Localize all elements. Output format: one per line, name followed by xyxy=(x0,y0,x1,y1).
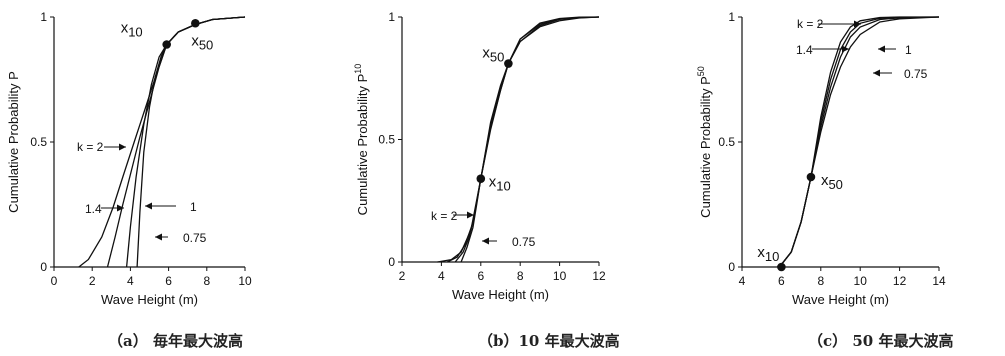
x-tick-label: 10 xyxy=(238,274,252,288)
y-axis-label: Cumulative Probability P50 xyxy=(696,66,713,218)
chart-panel-3: 4 6 8 10 12 14 0 0.5 1 Wave Height (m) Cumulative … xyxy=(696,10,946,307)
data-point-x10 xyxy=(476,174,486,183)
x-tick-label: 8 xyxy=(517,269,524,283)
arrow-head xyxy=(873,69,880,77)
y-tick-label: 0 xyxy=(728,260,735,274)
point-label: x50 xyxy=(191,32,213,52)
series-line xyxy=(460,16,600,263)
x-axis-label: Wave Height (m) xyxy=(792,292,889,307)
arrow-head xyxy=(145,202,152,210)
caption-a: （a） 毎年最大波高 xyxy=(108,332,243,350)
x-tick-label: 0 xyxy=(51,274,58,288)
data-point-x50 xyxy=(191,18,200,28)
y-tick-label: 0.5 xyxy=(718,135,735,149)
arrow-head xyxy=(117,204,124,212)
y-tick-label: 1 xyxy=(40,10,47,24)
annotation-label: k = 2 xyxy=(797,17,824,31)
annotation-label: 1.4 xyxy=(85,202,102,216)
series-line xyxy=(777,16,940,268)
arrow-head xyxy=(119,143,126,151)
x-tick-label: 2 xyxy=(399,269,406,283)
x-tick-label: 4 xyxy=(438,269,445,283)
y-tick-label: 1 xyxy=(388,10,395,24)
x-tick-label: 4 xyxy=(127,274,134,288)
arrow-head xyxy=(482,237,489,245)
series-line xyxy=(106,16,246,268)
x-tick-label: 8 xyxy=(817,274,824,288)
x-tick-label: 6 xyxy=(165,274,172,288)
y-axis-label: Cumulative Probability P10 xyxy=(353,64,370,216)
series-line xyxy=(136,16,246,268)
x-tick-label: 10 xyxy=(553,269,567,283)
x-axis-label: Wave Height (m) xyxy=(452,287,549,302)
x-tick-label: 10 xyxy=(854,274,868,288)
caption-c: （c） 50 年最大波高 xyxy=(808,332,954,350)
annotation-label: k = 2 xyxy=(431,209,458,223)
y-tick-label: 0 xyxy=(40,260,47,274)
x-tick-label: 6 xyxy=(778,274,785,288)
data-point-x50 xyxy=(504,59,513,68)
annotation-label: 1 xyxy=(905,43,912,57)
x-axis-label: Wave Height (m) xyxy=(101,292,198,307)
point-label: x50 xyxy=(821,172,843,192)
point-label: x10 xyxy=(489,174,511,194)
x-tick-label: 2 xyxy=(89,274,96,288)
chart-panel-2: 2 4 6 8 10 12 0 0.5 1 Wave Height (m) Cumulative P… xyxy=(353,10,606,302)
annotation-label: 0.75 xyxy=(512,235,536,249)
data-point-x10 xyxy=(777,262,786,272)
y-tick-label: 1 xyxy=(728,10,735,24)
arrow-head xyxy=(878,45,885,53)
chart-panel-1: 0 2 4 6 8 10 0 0.5 1 Wave Height (m) Cumulative Pr… xyxy=(6,10,252,307)
arrow-head xyxy=(467,211,474,219)
data-point-x50 xyxy=(806,172,816,182)
series-line xyxy=(447,16,600,263)
arrow-head xyxy=(854,20,861,28)
annotation-label: 0.75 xyxy=(183,231,207,245)
x-tick-label: 14 xyxy=(932,274,946,288)
x-tick-label: 4 xyxy=(739,274,746,288)
point-label: x10 xyxy=(757,244,779,264)
annotation-label: k = 2 xyxy=(77,140,104,154)
x-tick-label: 6 xyxy=(477,269,484,283)
data-point-x10 xyxy=(162,40,171,49)
arrow-head xyxy=(842,45,849,53)
y-tick-label: 0 xyxy=(388,255,395,269)
series-line xyxy=(125,16,246,268)
arrow-head xyxy=(155,233,162,241)
y-axis-label: Cumulative Probability P xyxy=(6,71,21,213)
x-tick-label: 8 xyxy=(203,274,210,288)
series-line xyxy=(437,16,600,263)
annotation-label: 1 xyxy=(190,200,197,214)
caption-b: （b）10 年最大波高 xyxy=(478,332,620,350)
y-tick-label: 0.5 xyxy=(378,133,395,147)
series-line xyxy=(454,16,600,263)
annotation-label: 0.75 xyxy=(904,67,928,81)
point-label: x50 xyxy=(482,45,504,65)
y-tick-label: 0.5 xyxy=(30,135,47,149)
x-tick-label: 12 xyxy=(893,274,907,288)
annotation-label: 1.4 xyxy=(796,43,813,57)
x-tick-label: 12 xyxy=(592,269,606,283)
point-label: x10 xyxy=(121,20,143,40)
